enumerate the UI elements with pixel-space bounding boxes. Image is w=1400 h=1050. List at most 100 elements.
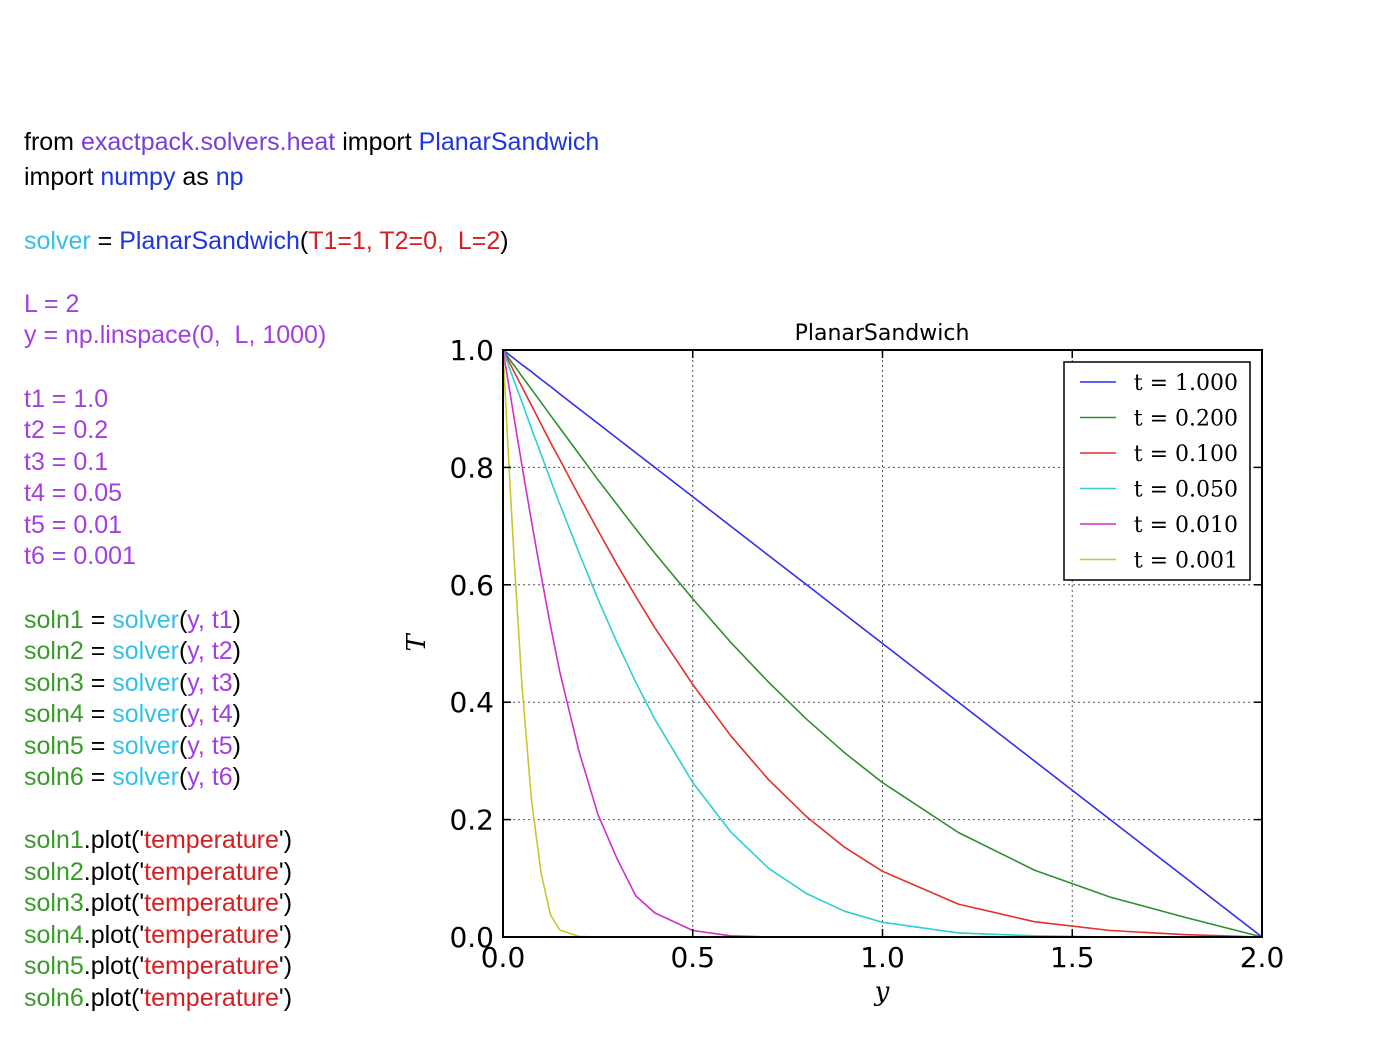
- code-line: soln3.plot('temperature'): [24, 888, 292, 918]
- code-token: .plot(': [83, 826, 145, 854]
- code-token: solver: [112, 606, 179, 634]
- code-token: =: [83, 763, 113, 791]
- code-token: L = 2: [24, 290, 80, 318]
- code-token: numpy: [100, 163, 176, 191]
- code-token: (: [178, 637, 188, 665]
- code-token: =: [90, 227, 120, 255]
- code-token: temperature: [144, 826, 279, 854]
- code-token: .plot(': [83, 858, 145, 886]
- code-line: y = np.linspace(0, L, 1000): [24, 320, 326, 350]
- code-token: T1=1, T2=0, L=2: [308, 227, 501, 255]
- code-line: from exactpack.solvers.heat import Plana…: [24, 127, 599, 157]
- code-line: soln1.plot('temperature'): [24, 825, 292, 855]
- code-line: soln5 = solver(y, t5): [24, 731, 241, 761]
- y-axis-label: T: [402, 633, 432, 652]
- legend-label: t = 0.100: [1134, 442, 1238, 467]
- code-token: ): [500, 227, 509, 255]
- code-token: '): [278, 889, 293, 917]
- code-token: y, t4: [187, 700, 233, 728]
- code-line: solver = PlanarSandwich(T1=1, T2=0, L=2): [24, 226, 509, 256]
- y-tick-label: 0.0: [449, 921, 494, 954]
- code-token: soln4: [24, 921, 84, 949]
- legend-label: t = 0.200: [1134, 407, 1238, 432]
- code-token: soln3: [24, 889, 84, 917]
- code-token: solver: [24, 227, 91, 255]
- code-token: np: [215, 163, 244, 191]
- code-token: .plot(': [83, 984, 145, 1012]
- code-token: (: [299, 227, 309, 255]
- y-tick-label: 0.4: [449, 686, 494, 719]
- y-tick-label: 0.2: [449, 804, 494, 837]
- code-token: ): [232, 669, 241, 697]
- code-token: '): [278, 826, 293, 854]
- series-line: [502, 349, 1262, 938]
- legend-label: t = 0.010: [1134, 513, 1238, 538]
- code-token: '): [278, 952, 293, 980]
- code-token: y, t6: [187, 763, 233, 791]
- series-line: [502, 349, 1263, 938]
- code-token: t4 = 0.05: [24, 479, 122, 507]
- code-token: (: [178, 763, 188, 791]
- code-token: t2 = 0.2: [24, 416, 109, 444]
- code-token: import: [335, 128, 419, 156]
- code-token: soln4: [24, 700, 84, 728]
- code-token: =: [83, 606, 113, 634]
- code-token: soln5: [24, 952, 84, 980]
- code-line: soln2.plot('temperature'): [24, 857, 292, 887]
- code-token: .plot(': [83, 952, 145, 980]
- code-line: L = 2: [24, 289, 79, 319]
- code-token: y, t5: [187, 732, 233, 760]
- code-token: as: [175, 163, 216, 191]
- code-token: .plot(': [83, 889, 145, 917]
- code-token: '): [278, 858, 293, 886]
- code-token: solver: [112, 763, 179, 791]
- code-token: t1 = 1.0: [24, 385, 109, 413]
- code-line: import numpy as np: [24, 162, 244, 192]
- x-tick-label: 0.0: [481, 941, 526, 974]
- code-token: =: [83, 700, 113, 728]
- code-token: temperature: [144, 858, 279, 886]
- legend: t = 1.000 t = 0.200 t = 0.100 t = 0.050 t = …: [1063, 361, 1251, 581]
- x-axis-label: y: [874, 977, 890, 1007]
- code-token: ): [232, 606, 241, 634]
- code-token: solver: [112, 732, 179, 760]
- code-token: =: [83, 669, 113, 697]
- x-tick-label: 1.5: [1050, 941, 1095, 974]
- code-token: temperature: [144, 889, 279, 917]
- code-token: soln2: [24, 858, 84, 886]
- code-token: solver: [112, 669, 179, 697]
- code-line: soln2 = solver(y, t2): [24, 636, 241, 666]
- axis-ticks: 0.0 0.5 1.0 1.5 2.0 0.0 0.2 0.4 0.6 0.8 1.0: [449, 334, 1284, 974]
- y-tick-label: 0.8: [449, 451, 494, 484]
- code-token: (: [178, 700, 188, 728]
- y-tick-label: 0.6: [449, 569, 494, 602]
- code-token: ): [232, 700, 241, 728]
- x-tick-label: 1.0: [860, 941, 905, 974]
- code-token: temperature: [144, 952, 279, 980]
- code-token: (: [178, 732, 188, 760]
- code-token: (: [178, 606, 188, 634]
- code-line: t3 = 0.1: [24, 447, 108, 477]
- code-token: '): [278, 984, 293, 1012]
- code-line: t1 = 1.0: [24, 384, 108, 414]
- code-token: soln1: [24, 606, 84, 634]
- legend-label: t = 1.000: [1134, 371, 1238, 396]
- code-line: soln4.plot('temperature'): [24, 920, 292, 950]
- code-token: soln3: [24, 669, 84, 697]
- code-token: ): [232, 763, 241, 791]
- code-token: soln1: [24, 826, 84, 854]
- code-token: t5 = 0.01: [24, 511, 122, 539]
- code-token: solver: [112, 700, 179, 728]
- code-token: ): [232, 637, 241, 665]
- code-token: y = np.linspace(0, L, 1000): [24, 321, 327, 349]
- code-token: t3 = 0.1: [24, 448, 109, 476]
- x-tick-label: 0.5: [670, 941, 715, 974]
- code-token: (: [178, 669, 188, 697]
- code-token: soln5: [24, 732, 84, 760]
- code-token: exactpack.solvers.heat: [80, 128, 336, 156]
- code-line: soln6.plot('temperature'): [24, 983, 292, 1013]
- y-tick-label: 1.0: [449, 334, 494, 367]
- code-token: y, t3: [187, 669, 233, 697]
- code-line: t5 = 0.01: [24, 510, 122, 540]
